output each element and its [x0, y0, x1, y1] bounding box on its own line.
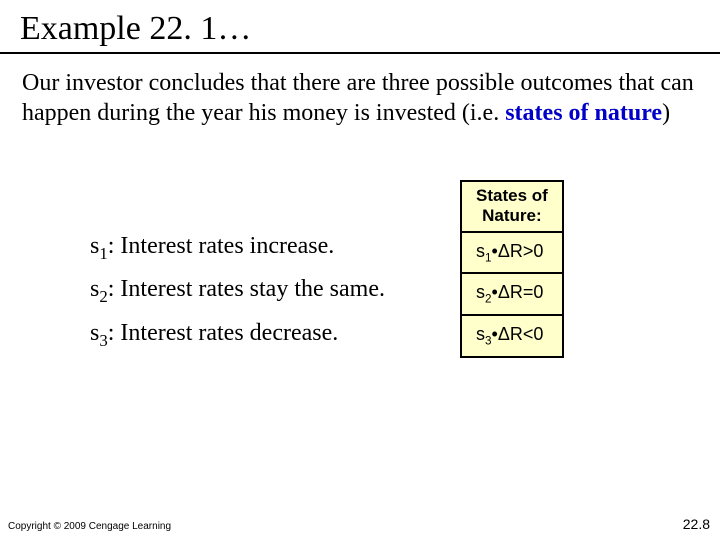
header-line2: Nature:: [482, 206, 542, 225]
paragraph-post: ): [662, 100, 670, 126]
page-number: 22.8: [683, 516, 710, 532]
table-row: s3•ΔR<0: [462, 316, 562, 356]
body-paragraph: Our investor concludes that there are th…: [0, 68, 720, 128]
table-row: s1•ΔR>0: [462, 233, 562, 275]
keyword-states-of-nature: states of nature: [505, 100, 662, 126]
table-header: States of Nature:: [462, 182, 562, 233]
outcome-sub: 3: [99, 330, 107, 349]
outcomes-list: s1: Interest rates increase. s2: Interes…: [90, 230, 385, 360]
row-rel: =0: [523, 282, 544, 302]
header-line1: States of: [476, 186, 548, 205]
row-rel: <0: [523, 324, 544, 344]
row-rel: >0: [523, 241, 544, 261]
outcome-sub: 2: [99, 287, 107, 306]
outcome-sub: 1: [99, 244, 107, 263]
row-sub: 1: [485, 251, 492, 264]
outcome-text: : Interest rates stay the same.: [108, 276, 385, 302]
row-sub: 3: [485, 335, 492, 348]
slide-title: Example 22. 1…: [0, 0, 720, 54]
outcome-text: : Interest rates increase.: [108, 233, 335, 259]
outcome-row: s3: Interest rates decrease.: [90, 317, 385, 352]
outcome-row: s1: Interest rates increase.: [90, 230, 385, 265]
row-sub: 2: [485, 293, 492, 306]
states-of-nature-table: States of Nature: s1•ΔR>0 s2•ΔR=0 s3•ΔR<…: [460, 180, 564, 358]
outcome-text: : Interest rates decrease.: [108, 320, 339, 346]
outcome-row: s2: Interest rates stay the same.: [90, 273, 385, 308]
copyright-text: Copyright © 2009 Cengage Learning: [8, 521, 171, 532]
table-row: s2•ΔR=0: [462, 274, 562, 316]
